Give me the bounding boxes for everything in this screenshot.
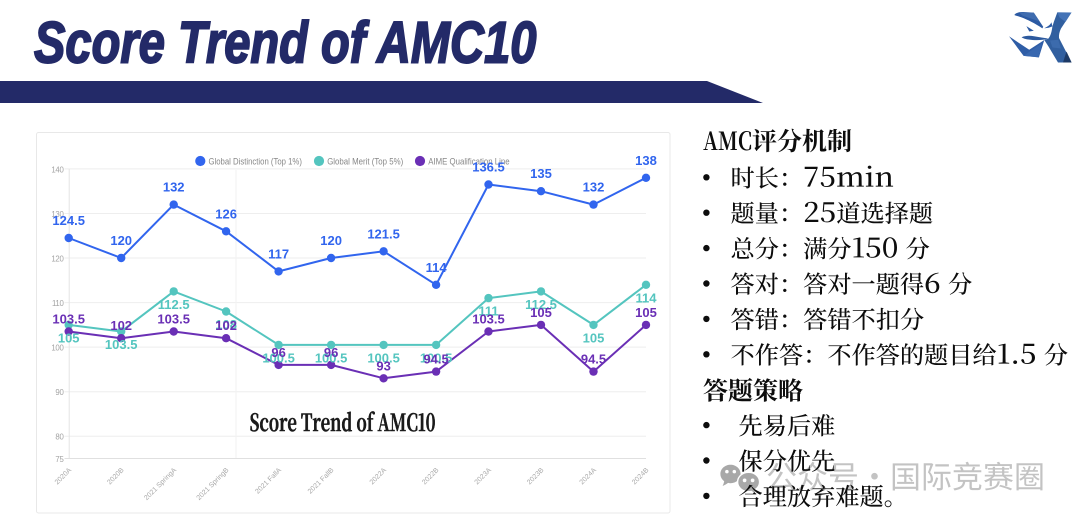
- svg-text:75: 75: [55, 455, 64, 464]
- svg-text:102: 102: [215, 318, 237, 333]
- svg-text:121.5: 121.5: [367, 226, 400, 241]
- svg-text:114: 114: [636, 290, 658, 305]
- svg-text:124.5: 124.5: [52, 213, 85, 228]
- svg-text:100: 100: [51, 344, 64, 353]
- svg-text:80: 80: [55, 433, 64, 442]
- svg-text:AIME Qualification Line: AIME Qualification Line: [428, 156, 509, 166]
- svg-text:126: 126: [215, 206, 237, 221]
- svg-text:94.5: 94.5: [423, 352, 448, 367]
- svg-text:Global Distinction (Top 1%): Global Distinction (Top 1%): [209, 156, 302, 166]
- svg-text:138: 138: [635, 153, 657, 168]
- svg-text:135: 135: [530, 166, 552, 181]
- svg-text:112.5: 112.5: [525, 297, 557, 312]
- svg-text:105: 105: [635, 305, 657, 320]
- svg-text:90: 90: [55, 388, 64, 397]
- svg-text:120: 120: [51, 254, 64, 263]
- svg-text:102: 102: [110, 318, 132, 333]
- svg-text:100.5: 100.5: [262, 350, 295, 365]
- svg-text:130: 130: [51, 210, 64, 219]
- svg-text:103.5: 103.5: [52, 312, 85, 327]
- svg-text:Score Trend of AMC10: Score Trend of AMC10: [34, 11, 536, 76]
- svg-text:110: 110: [52, 299, 64, 308]
- svg-text:120: 120: [110, 233, 132, 248]
- svg-text:132: 132: [163, 180, 185, 195]
- svg-text:103.5: 103.5: [157, 312, 190, 327]
- svg-text:111: 111: [478, 304, 498, 319]
- svg-text:103.5: 103.5: [472, 312, 505, 327]
- svg-text:94.5: 94.5: [581, 352, 606, 367]
- svg-text:140: 140: [51, 165, 64, 174]
- svg-text:108: 108: [215, 317, 237, 332]
- svg-text:114: 114: [426, 260, 448, 275]
- svg-text:96: 96: [271, 345, 285, 360]
- svg-text:103.5: 103.5: [105, 337, 138, 352]
- svg-text:117: 117: [268, 246, 289, 261]
- svg-text:96: 96: [324, 345, 338, 360]
- svg-text:100.5: 100.5: [315, 350, 348, 365]
- svg-text:105: 105: [583, 330, 605, 345]
- svg-text:105: 105: [58, 330, 80, 345]
- svg-text:93: 93: [376, 358, 390, 373]
- svg-text:112.5: 112.5: [158, 297, 190, 312]
- svg-text:100.5: 100.5: [420, 350, 453, 365]
- svg-text:100.5: 100.5: [367, 350, 400, 365]
- svg-text:120: 120: [320, 233, 342, 248]
- svg-text:132: 132: [583, 180, 605, 195]
- svg-text:136.5: 136.5: [472, 160, 505, 175]
- svg-text:Global Merit (Top 5%): Global Merit (Top 5%): [327, 156, 403, 166]
- svg-text:105: 105: [530, 305, 552, 320]
